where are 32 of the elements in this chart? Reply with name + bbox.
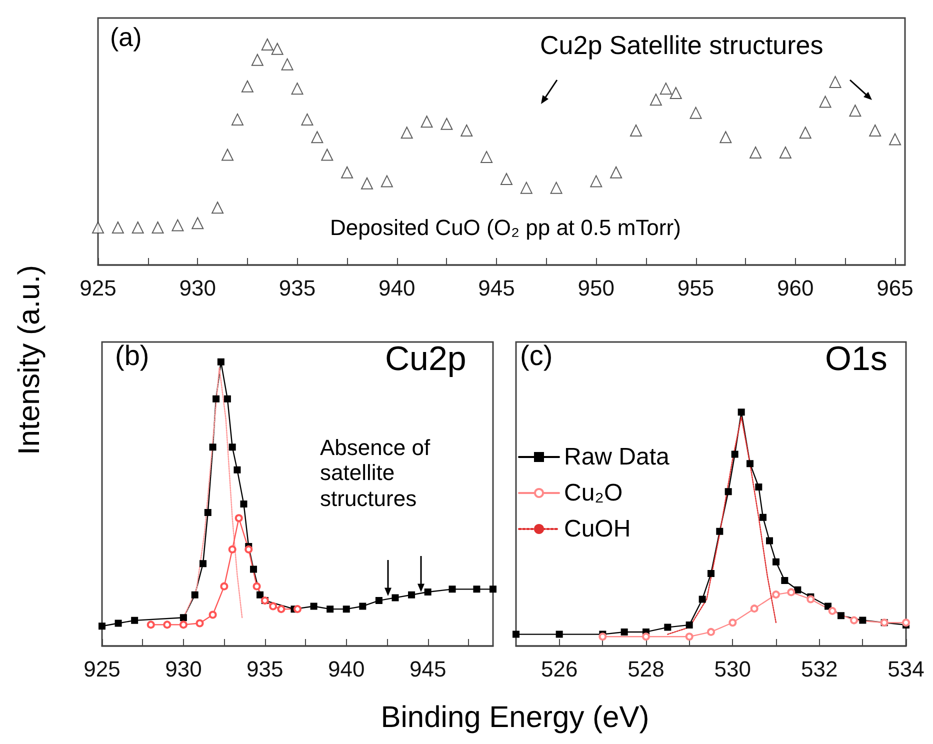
annotation: Cu2p Satellite structures bbox=[540, 30, 824, 61]
annotation: Cu2p bbox=[385, 340, 466, 379]
x-tick-label: 528 bbox=[628, 656, 664, 682]
legend-label: CuOH bbox=[564, 516, 631, 542]
x-tick-label: 930 bbox=[179, 276, 216, 300]
x-tick-label: 526 bbox=[540, 656, 578, 682]
x-tick-label: 945 bbox=[409, 656, 446, 682]
x-tick-label: 925 bbox=[80, 276, 116, 300]
x-tick-label: 925 bbox=[84, 656, 120, 682]
x-tick-label: 945 bbox=[478, 276, 515, 300]
x-tick-label: 532 bbox=[800, 656, 838, 682]
x-tick-label: 935 bbox=[246, 656, 284, 682]
x-tick-label: 530 bbox=[714, 656, 752, 682]
x-axis-title: Binding Energy (eV) bbox=[380, 701, 650, 735]
x-tick-label: 965 bbox=[876, 276, 914, 300]
text: O1s bbox=[825, 340, 888, 379]
annotation: Deposited CuO (O₂ pp at 0.5 mTorr) bbox=[330, 215, 681, 241]
x-tick-label: 935 bbox=[278, 276, 316, 300]
x-tick-label: 930 bbox=[165, 656, 202, 682]
y-axis-title: Intensity (a.u.) bbox=[13, 264, 47, 456]
legend-label: Raw Data bbox=[564, 444, 670, 470]
x-tick-label: 950 bbox=[578, 276, 615, 300]
x-tick-label: 940 bbox=[378, 276, 416, 300]
x-tick-label: 940 bbox=[328, 656, 365, 682]
legend-label: Cu₂O bbox=[564, 480, 623, 506]
x-tick-label: 955 bbox=[677, 276, 714, 300]
annotation: (b) bbox=[115, 340, 150, 372]
x-tick-label: 960 bbox=[777, 276, 814, 300]
x-tick-label: 534 bbox=[888, 656, 924, 682]
annotation: Absence of satellite structures bbox=[320, 435, 432, 511]
text: (c) bbox=[520, 340, 553, 372]
annotation: (a) bbox=[110, 22, 142, 53]
